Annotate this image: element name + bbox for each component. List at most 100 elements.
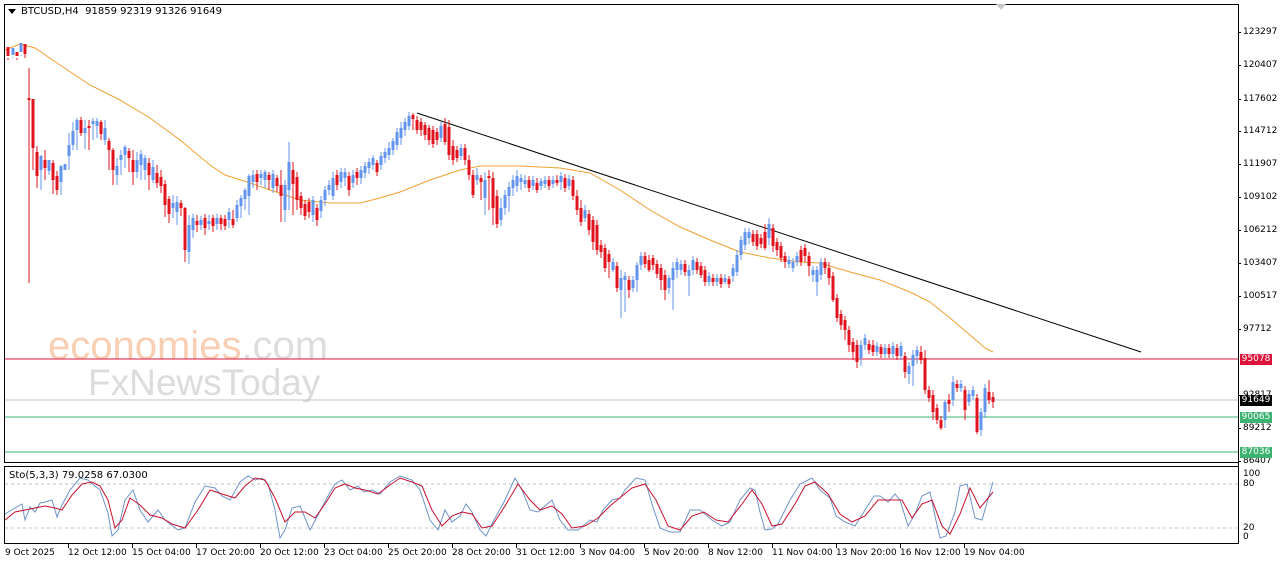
candle-body: [71, 131, 75, 145]
candle-body: [399, 128, 403, 138]
candle-body: [607, 254, 611, 262]
time-label: 5 Nov 20:00: [644, 548, 699, 558]
candle-body: [783, 256, 787, 262]
candle-body: [51, 163, 55, 180]
candle-body: [15, 52, 19, 56]
candle-body: [91, 121, 95, 124]
candle-body: [207, 221, 211, 224]
candle-body: [251, 175, 255, 182]
candle-body: [855, 345, 859, 362]
candle-body: [879, 347, 883, 354]
candle-body: [723, 278, 727, 282]
candle-body: [515, 176, 519, 186]
candle-body: [695, 262, 699, 270]
candle-body: [311, 200, 315, 215]
candle-body: [359, 170, 363, 178]
stoch-level-100: 100: [1243, 469, 1261, 479]
candle-body: [983, 388, 987, 412]
stoch-level-20: 20: [1243, 523, 1255, 533]
candle-body: [611, 262, 615, 270]
watermark-dotcom-text: .com: [241, 324, 329, 368]
candle-body: [127, 151, 131, 158]
dropdown-triangle-icon[interactable]: [8, 8, 16, 14]
watermark-economies: economies.com: [48, 324, 328, 369]
time-label: 25 Oct 20:00: [388, 548, 447, 558]
candle-body: [599, 245, 603, 252]
stochastic-panel[interactable]: [4, 466, 1238, 544]
candle-body: [115, 166, 119, 175]
candle-body: [267, 175, 271, 180]
candle-body: [99, 122, 103, 134]
candle-body: [467, 160, 471, 175]
candle-body: [407, 116, 411, 126]
chart-shift-marker-icon[interactable]: [996, 4, 1006, 10]
candle-body: [391, 141, 395, 150]
time-tick: [68, 544, 69, 548]
candle-body: [903, 356, 907, 372]
candle-body: [23, 44, 27, 54]
candle-body: [151, 167, 155, 180]
candle-body: [635, 265, 639, 280]
candle-body: [111, 150, 115, 170]
candle-body: [603, 248, 607, 268]
candle-body: [63, 164, 67, 170]
candle-body: [43, 160, 47, 168]
candle-body: [639, 256, 643, 265]
candle-body: [679, 264, 683, 270]
candle-body: [839, 314, 843, 325]
candle-body: [323, 190, 327, 200]
candle-body: [339, 172, 343, 182]
candle-body: [179, 203, 183, 208]
candle-body: [547, 180, 551, 186]
candle-body: [483, 180, 487, 198]
candle-body: [963, 390, 967, 410]
candle-body: [379, 156, 383, 165]
candle-body: [247, 176, 251, 196]
candle-body: [147, 163, 151, 175]
candle-body: [491, 178, 495, 208]
candle-body: [563, 178, 567, 188]
candle-body: [931, 395, 935, 412]
price-axis[interactable]: [1238, 4, 1279, 544]
time-tick: [516, 544, 517, 548]
candle-body: [507, 187, 511, 196]
candle-body: [291, 170, 295, 184]
candle-body: [283, 185, 287, 210]
candle-body: [279, 185, 283, 196]
candle-body: [711, 278, 715, 282]
time-label: 15 Oct 04:00: [132, 548, 191, 558]
candle-body: [919, 352, 923, 360]
candle-body: [939, 420, 943, 428]
candle-body: [187, 225, 191, 252]
main-price-panel[interactable]: [4, 4, 1238, 463]
candle-body: [731, 268, 735, 276]
candle-body: [535, 183, 539, 190]
candle-body: [227, 212, 231, 220]
time-label: 8 Nov 12:00: [708, 548, 763, 558]
candle-body: [499, 208, 503, 220]
candle-body: [519, 178, 523, 182]
candle-body: [243, 190, 247, 199]
time-tick: [772, 544, 773, 548]
ohlc-values: 91859 92319 91326 91649: [85, 6, 222, 17]
candle-body: [39, 156, 43, 170]
candle-body: [239, 198, 243, 206]
candle-body: [171, 203, 175, 208]
candle-body: [699, 266, 703, 275]
candle-body: [259, 174, 263, 178]
candle-body: [851, 342, 855, 352]
candle-body: [195, 221, 199, 225]
candle-body: [971, 390, 975, 396]
candle-body: [331, 178, 335, 196]
candle-body: [567, 179, 571, 186]
candle-body: [807, 256, 811, 266]
candle-body: [471, 175, 475, 195]
candle-body: [631, 280, 635, 288]
candle-body: [831, 276, 835, 300]
candle-body: [883, 348, 887, 354]
candle-body: [59, 166, 63, 182]
candle-body: [975, 398, 979, 432]
time-label: 11 Nov 04:00: [772, 548, 833, 558]
candle-body: [539, 181, 543, 186]
candle-body: [215, 218, 219, 224]
